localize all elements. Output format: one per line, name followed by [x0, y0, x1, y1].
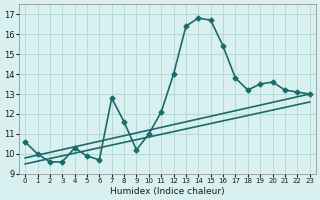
X-axis label: Humidex (Indice chaleur): Humidex (Indice chaleur): [110, 187, 225, 196]
